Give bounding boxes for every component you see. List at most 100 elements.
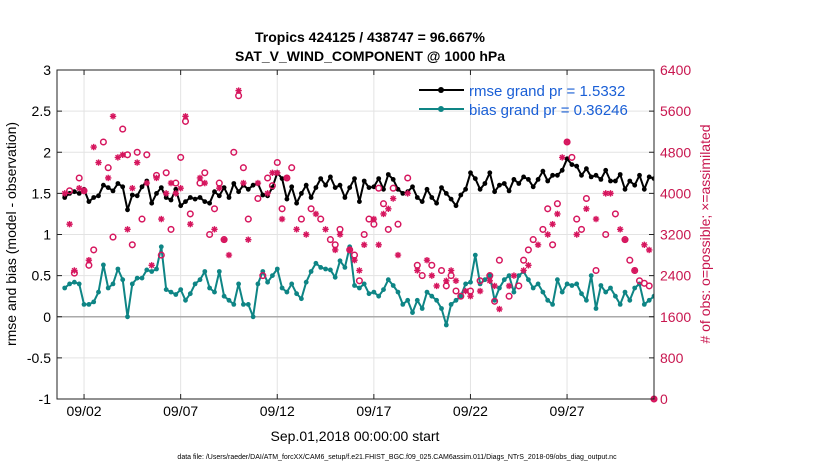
rmse-point — [497, 183, 502, 188]
obs-possible-marker — [415, 263, 421, 269]
bias-point — [188, 291, 193, 296]
bias-point — [425, 290, 430, 295]
obs-possible-marker — [386, 227, 392, 233]
obs-assimilated-marker — [390, 195, 396, 201]
rmse-point — [149, 201, 154, 206]
bias-point — [603, 290, 608, 295]
right-y-tick-label: 1600 — [660, 309, 691, 325]
bias-point — [647, 298, 652, 303]
obs-possible-marker — [646, 283, 652, 289]
bias-point — [391, 283, 396, 288]
rmse-point — [782, 173, 787, 178]
bias-point — [420, 306, 425, 311]
right-y-tick-label: 6400 — [660, 62, 691, 78]
obs-assimilated-marker — [279, 216, 285, 222]
rmse-point — [792, 195, 797, 200]
obs-assimilated-marker — [163, 190, 169, 196]
bias-point — [372, 290, 377, 295]
obs-assimilated-marker — [211, 226, 217, 232]
bias-point — [198, 277, 203, 282]
obs-possible-marker — [593, 268, 599, 274]
rmse-point — [391, 177, 396, 182]
obs-assimilated-marker — [380, 211, 386, 217]
right-y-tick-label: 2400 — [660, 268, 691, 284]
obs-assimilated-marker — [361, 242, 367, 248]
bias-point — [454, 298, 459, 303]
bias-point — [270, 273, 275, 278]
bias-point — [758, 253, 763, 258]
obs-possible-marker — [521, 257, 527, 263]
left-y-tick-label: 0.5 — [32, 268, 52, 284]
obs-possible-marker — [574, 216, 580, 222]
rmse-point — [826, 183, 830, 188]
obs-assimilated-marker — [303, 231, 309, 237]
rmse-point — [545, 179, 550, 184]
bias-point — [434, 298, 439, 303]
bias-point — [541, 290, 546, 295]
bias-point — [623, 290, 628, 295]
rmse-point — [748, 202, 753, 207]
bias-point — [116, 267, 121, 272]
obs-assimilated-marker — [313, 211, 319, 217]
obs-possible-marker — [308, 206, 314, 212]
rmse-point — [328, 175, 333, 180]
obs-assimilated-marker — [119, 152, 125, 158]
obs-assimilated-marker — [414, 267, 420, 273]
rmse-point — [410, 184, 415, 189]
rmse-point — [555, 173, 560, 178]
bias-point — [570, 283, 575, 288]
bias-point — [821, 277, 826, 282]
obs-possible-marker — [613, 211, 619, 217]
rmse-point — [289, 184, 294, 189]
bias-point — [144, 268, 149, 273]
obs-assimilated-marker — [86, 257, 92, 263]
rmse-point — [560, 168, 565, 173]
bias-point — [787, 290, 792, 295]
rmse-point — [154, 191, 159, 196]
bias-point — [212, 290, 217, 295]
obs-possible-marker — [101, 139, 107, 145]
rmse-point — [516, 181, 521, 186]
rmse-point — [647, 175, 652, 180]
rmse-point — [231, 181, 236, 186]
rmse-point — [753, 198, 758, 203]
rmse-point — [570, 162, 575, 167]
obs-assimilated-marker — [622, 236, 628, 242]
rmse-point — [343, 195, 348, 200]
x-tick-label: 09/17 — [356, 403, 391, 419]
obs-assimilated-marker — [322, 226, 328, 232]
obs-possible-marker — [130, 242, 136, 248]
obs-assimilated-marker — [549, 221, 555, 227]
obs-possible-marker — [91, 247, 97, 253]
bias-point — [299, 296, 304, 301]
bias-point — [135, 276, 140, 281]
bias-point — [323, 267, 328, 272]
rmse-point — [454, 203, 459, 208]
bias-point — [729, 290, 734, 295]
rmse-point — [314, 185, 319, 190]
x-tick-label: 09/02 — [67, 403, 102, 419]
bias-point — [149, 269, 154, 274]
rmse-point — [444, 191, 449, 196]
rmse-point — [304, 183, 309, 188]
obs-assimilated-marker — [71, 267, 77, 273]
obs-possible-marker — [188, 211, 194, 217]
rmse-point — [526, 177, 531, 182]
bias-point — [246, 302, 251, 307]
rmse-point — [507, 189, 512, 194]
bias-point — [289, 282, 294, 287]
obs-assimilated-marker — [404, 190, 410, 196]
bias-point — [439, 306, 444, 311]
obs-assimilated-marker — [134, 159, 140, 165]
rmse-point — [212, 189, 217, 194]
bias-point — [632, 286, 637, 291]
obs-possible-marker — [569, 155, 575, 161]
obs-assimilated-marker — [607, 190, 613, 196]
rmse-line — [65, 159, 830, 210]
left-y-tick-label: 2 — [43, 144, 51, 160]
bias-point — [309, 269, 314, 274]
bias-point — [77, 282, 82, 287]
bias-point — [386, 277, 391, 282]
rmse-point — [188, 195, 193, 200]
obs-possible-marker — [110, 234, 116, 240]
